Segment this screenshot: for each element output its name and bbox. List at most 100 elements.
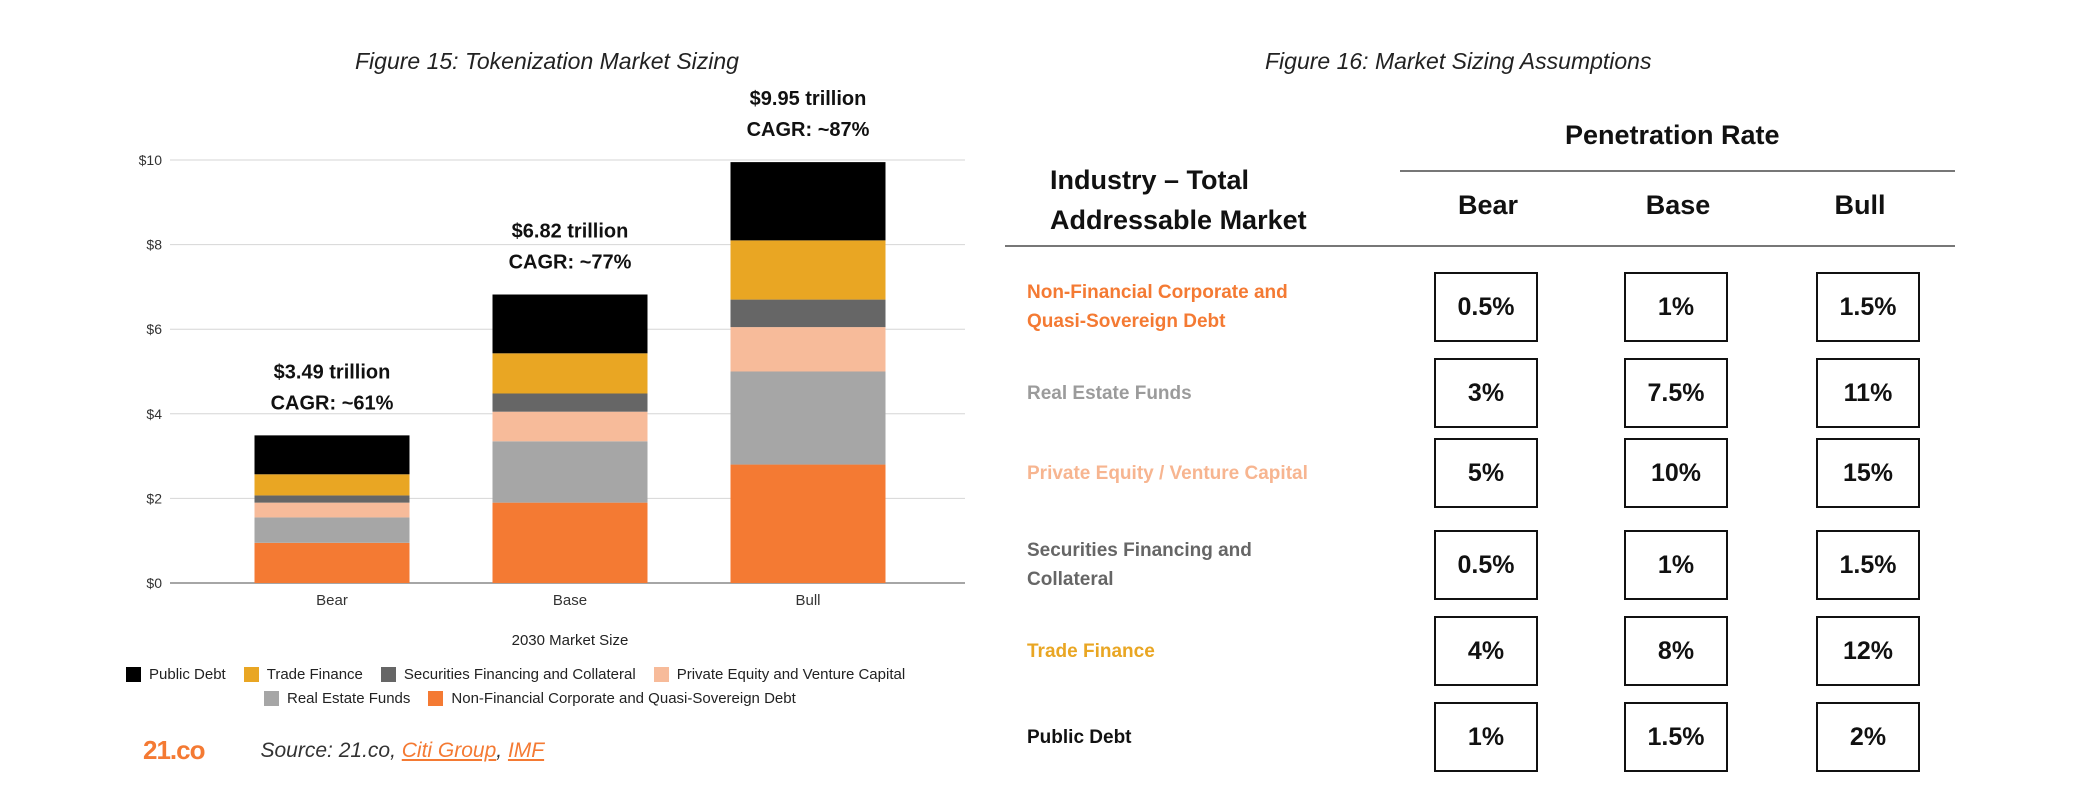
bar-segment xyxy=(730,299,886,328)
row-label: Non-Financial Corporate and Quasi-Soverei… xyxy=(1027,278,1288,336)
penetration-cell: 1% xyxy=(1624,272,1728,342)
legend-swatch xyxy=(428,690,444,706)
penetration-cell: 11% xyxy=(1816,358,1920,428)
source-link-imf[interactable]: IMF xyxy=(507,738,545,762)
y-tick-label: $4 xyxy=(146,406,162,422)
table-header-rule xyxy=(1005,245,1955,247)
penetration-cell: 7.5% xyxy=(1624,358,1728,428)
penetration-cell: 5% xyxy=(1434,438,1538,508)
bar-segment xyxy=(730,464,886,583)
legend-label: Real Estate Funds xyxy=(287,689,411,707)
industry-header: Industry – Total Addressable Market xyxy=(1050,160,1307,240)
penetration-cell: 1.5% xyxy=(1624,702,1728,772)
y-tick-label: $2 xyxy=(146,490,162,506)
legend-label: Private Equity and Venture Capital xyxy=(676,665,906,683)
penetration-cell: 1.5% xyxy=(1816,530,1920,600)
penetration-cell: 15% xyxy=(1816,438,1920,508)
bar-total-label: $3.49 trillion xyxy=(274,361,391,383)
x-tick-label: Bear xyxy=(316,592,348,609)
penetration-cell: 3% xyxy=(1434,358,1538,428)
penetration-cell: 10% xyxy=(1624,438,1728,508)
x-tick-label: Bull xyxy=(795,592,820,609)
bar-segment xyxy=(492,411,648,442)
y-tick-label: $10 xyxy=(139,152,163,168)
legend-label: Securities Financing and Collateral xyxy=(403,665,636,683)
penetration-cell: 1% xyxy=(1624,530,1728,600)
penetration-cell: 1% xyxy=(1434,702,1538,772)
row-label-line1: Trade Finance xyxy=(1027,640,1155,662)
bar-segment xyxy=(730,327,886,372)
legend-item: Real Estate Funds xyxy=(264,690,410,707)
penetration-rate-header: Penetration Rate xyxy=(1565,120,1780,150)
bar-segment xyxy=(492,353,648,394)
industry-header-line1: Industry – Total xyxy=(1050,165,1250,195)
bar-segment xyxy=(492,294,648,354)
bar-segment xyxy=(254,517,410,543)
bar-segment xyxy=(730,371,886,465)
row-label-line1: Securities Financing and xyxy=(1027,540,1252,561)
bar-segment xyxy=(254,502,410,518)
legend-label: Non-Financial Corporate and Quasi-Sovere… xyxy=(451,689,796,707)
bar-cagr-label: CAGR: ~77% xyxy=(509,252,632,274)
row-label-line1: Public Debt xyxy=(1027,726,1132,748)
legend-item: Securities Financing and Collateral xyxy=(380,665,636,683)
legend-row-1: Public Debt Trade Finance Securities Finan… xyxy=(126,662,923,686)
legend-swatch xyxy=(243,666,259,682)
legend-row-2: Real Estate Funds Non-Financial Corporate… xyxy=(126,686,923,710)
row-label: Public Debt xyxy=(1027,723,1132,752)
row-label: Real Estate Funds xyxy=(1027,379,1192,408)
row-label-line1: Real Estate Funds xyxy=(1027,382,1192,404)
header-divider xyxy=(1400,170,1955,172)
legend-label: Public Debt xyxy=(149,665,226,683)
row-label-line2: Collateral xyxy=(1027,569,1114,590)
bar-segment xyxy=(492,441,648,503)
penetration-cell: 8% xyxy=(1624,616,1728,686)
x-axis-label: 2030 Market Size xyxy=(512,632,629,649)
stacked-bar-chart: $0 $2 $4 $6 $8 $10 Bear $3.49 trillion CAGR: ~61… xyxy=(139,88,965,649)
row-label-line1: Non-Financial Corporate and xyxy=(1027,282,1288,303)
legend-item: Private Equity and Venture Capital xyxy=(653,665,906,683)
row-label: Private Equity / Venture Capital xyxy=(1027,459,1308,488)
legend-item: Trade Finance xyxy=(243,665,363,683)
source-prefix: Source: 21.co, xyxy=(260,738,402,762)
source-separator: , xyxy=(496,738,508,762)
source-link-citi[interactable]: Citi Group xyxy=(401,738,497,762)
brand-logo: 21.co xyxy=(143,735,205,765)
penetration-cell: 12% xyxy=(1816,616,1920,686)
bar-cagr-label: CAGR: ~61% xyxy=(271,392,394,414)
legend-swatch xyxy=(380,666,396,682)
source-note: Source: 21.co, Citi Group, IMF xyxy=(261,739,545,763)
row-label: Securities Financing and Collateral xyxy=(1027,536,1252,594)
penetration-cell: 1.5% xyxy=(1816,272,1920,342)
bar-segment xyxy=(730,162,886,241)
bar-segment xyxy=(254,435,410,475)
bar-cagr-label: CAGR: ~87% xyxy=(747,119,870,141)
legend-label: Trade Finance xyxy=(266,665,363,683)
legend-item: Non-Financial Corporate and Quasi-Sovere… xyxy=(428,689,796,707)
bar-segment xyxy=(254,542,410,583)
bar-total-label: $9.95 trillion xyxy=(750,88,867,110)
figure-16-title: Figure 16: Market Sizing Assumptions xyxy=(1265,48,1652,74)
row-label: Trade Finance xyxy=(1027,637,1155,666)
figure-footer: 21.co Source: 21.co, Citi Group, IMF xyxy=(143,735,544,766)
penetration-cell: 0.5% xyxy=(1434,272,1538,342)
column-header-base: Base xyxy=(1645,190,1711,220)
bar-total-label: $6.82 trillion xyxy=(512,221,629,243)
penetration-cell: 2% xyxy=(1816,702,1920,772)
row-label-line1: Private Equity / Venture Capital xyxy=(1027,462,1308,484)
industry-header-line2: Addressable Market xyxy=(1050,205,1307,235)
bar-segment xyxy=(254,495,410,503)
legend-swatch xyxy=(653,666,669,682)
bar-segment xyxy=(492,502,648,583)
legend-swatch xyxy=(126,666,141,682)
y-tick-label: $6 xyxy=(146,321,162,337)
column-header-bull: Bull xyxy=(1834,190,1886,220)
bar-segment xyxy=(730,240,886,300)
figure-15-title: Figure 15: Tokenization Market Sizing xyxy=(355,48,739,74)
y-tick-label: $0 xyxy=(146,575,162,591)
legend-swatch xyxy=(264,690,279,706)
legend-item: Public Debt xyxy=(126,666,226,683)
bar-segment xyxy=(254,474,410,496)
y-tick-label: $8 xyxy=(146,237,162,253)
penetration-cell: 0.5% xyxy=(1434,530,1538,600)
